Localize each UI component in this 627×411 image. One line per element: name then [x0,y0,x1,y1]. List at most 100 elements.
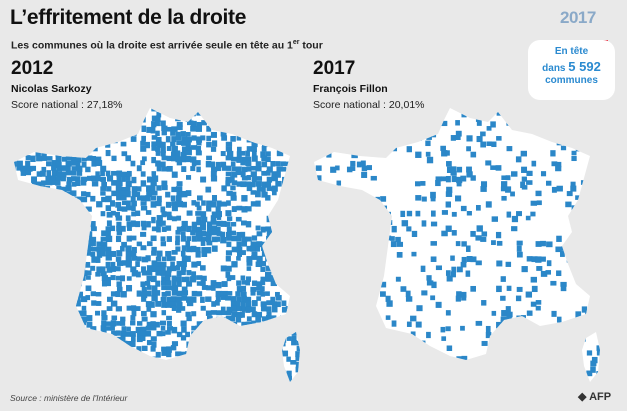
commune-cell [270,390,276,392]
commune-cell [21,115,27,122]
commune-cell [211,301,217,307]
commune-cell [145,195,151,202]
commune-cell [271,370,278,377]
commune-cell [115,201,122,208]
commune-cell [270,108,276,111]
commune-cell [91,256,98,263]
commune-cell [410,331,416,337]
commune-cell [275,291,280,297]
commune-cell [176,331,183,338]
commune-cell [121,186,128,193]
commune-cell [391,320,397,327]
commune-cell [30,360,37,366]
commune-cell [171,290,178,296]
commune-cell [485,355,492,361]
commune-cell [196,336,201,342]
commune-cell [280,260,286,266]
commune-cell [60,108,67,112]
commune-cell [511,171,518,177]
commune-cell [110,108,116,111]
commune-cell [271,185,278,192]
commune-cell [260,286,265,292]
commune-cell [176,215,182,221]
commune-cell [1,386,6,391]
commune-cell [314,330,317,336]
commune-cell [111,190,117,197]
commune-cell [391,130,396,137]
commune-cell [95,390,101,392]
commune-cell [195,325,202,332]
commune-cell [151,156,157,164]
commune-cell [14,291,18,299]
commune-cell [125,180,132,188]
commune-cell [605,307,610,312]
commune-cell [170,265,177,272]
commune-cell [495,165,502,171]
commune-cell [151,115,157,122]
commune-cell [291,330,297,336]
commune-cell [5,295,10,301]
commune-cell [191,387,197,392]
commune-cell [470,230,476,237]
commune-cell [41,325,47,330]
commune-cell [36,370,42,376]
commune-cell [281,250,287,257]
commune-cell [275,120,282,127]
commune-cell [55,385,60,391]
commune-cell [290,135,297,142]
commune-cell [341,345,347,351]
commune-cell [200,280,206,286]
commune-cell [530,211,536,217]
commune-cell [175,240,180,246]
commune-cell [191,160,197,167]
commune-cell [16,355,22,362]
commune-cell [571,205,577,211]
commune-cell [265,151,271,157]
commune-cell [96,201,103,208]
commune-cell [236,256,241,261]
commune-cell [191,261,198,268]
commune-cell [55,211,62,218]
commune-cell [501,175,508,180]
commune-cell [500,320,506,326]
commune-cell [260,280,266,286]
commune-cell [225,115,231,122]
commune-cell [207,387,212,392]
commune-cell [76,291,84,298]
commune-cell [566,191,573,197]
commune-cell [55,156,62,163]
commune-cell [186,270,192,276]
commune-cell [101,320,107,327]
election-2017-logo: 2017 [560,8,612,43]
commune-cell [605,282,610,287]
commune-cell [5,361,11,367]
commune-cell [96,120,102,127]
commune-cell [160,161,166,168]
commune-cell [115,120,121,126]
commune-cell [115,356,122,363]
commune-cell [166,215,173,221]
commune-cell [291,108,297,111]
commune-cell [116,195,123,201]
commune-cell [306,221,311,226]
commune-cell [501,195,507,201]
commune-cell [30,355,35,361]
commune-cell [466,146,471,152]
commune-cell [250,171,257,177]
commune-cell [250,181,256,188]
commune-cell [80,111,86,117]
commune-cell [315,165,322,171]
commune-cell [220,201,228,207]
commune-cell [126,221,133,228]
commune-cell [325,355,331,361]
commune-cell [266,235,273,242]
commune-cell [465,366,473,372]
commune-cell [55,115,60,121]
commune-cell [85,191,91,198]
commune-cell [366,391,371,392]
commune-cell [395,108,402,111]
commune-cell [571,371,578,377]
commune-cell [381,150,386,157]
commune-cell [531,345,536,351]
commune-cell [126,170,132,177]
